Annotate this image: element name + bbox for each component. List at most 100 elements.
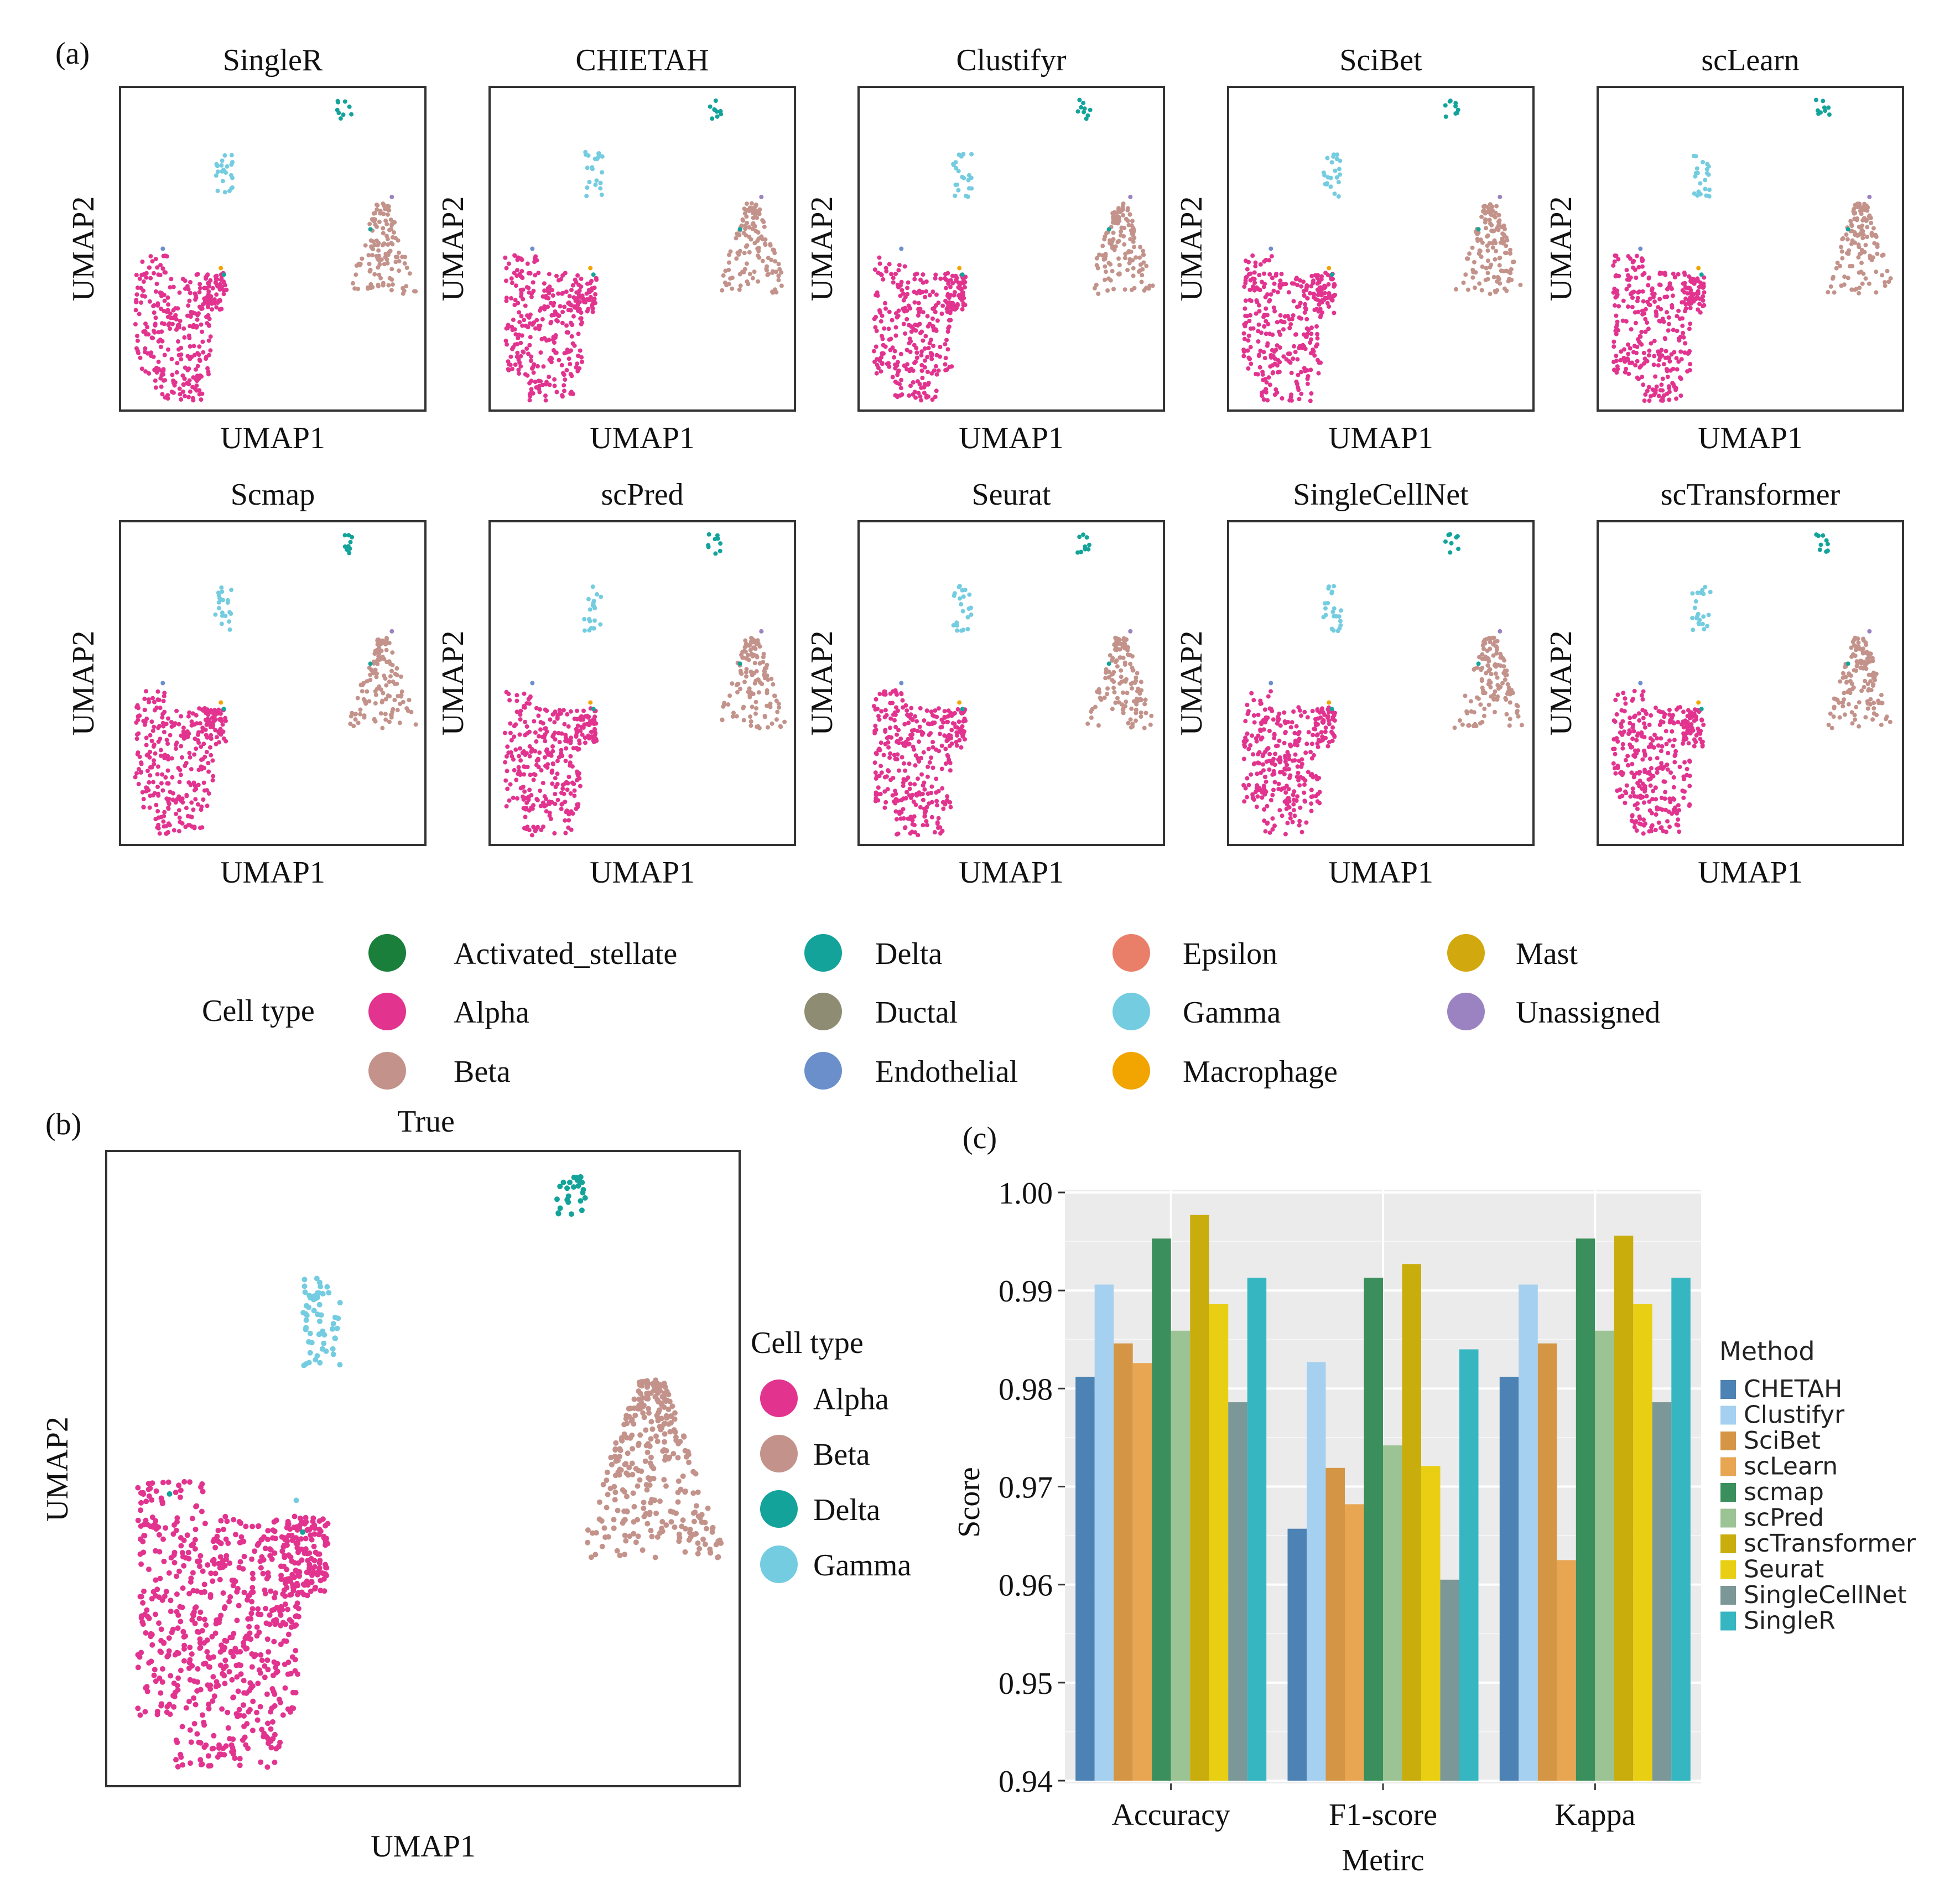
umap-point [1698,737,1703,741]
umap-point [891,276,896,281]
umap-point [1701,285,1706,290]
umap-point [886,768,890,773]
umap-point [566,818,571,823]
umap-point [1119,225,1124,230]
umap-point [549,288,554,293]
umap-point [158,376,163,381]
umap-point [216,606,221,610]
umap-point [1685,766,1689,771]
umap-point [1278,319,1283,324]
umap-point [961,627,966,632]
umap-point [403,255,408,260]
umap-point [1241,331,1246,336]
umap-point [1111,237,1116,242]
umap-point [1464,256,1469,261]
umap-point [1103,264,1108,269]
umap-point [1282,710,1287,715]
umap-point [154,282,159,286]
umap-point [1630,737,1635,741]
umap-point [1329,590,1334,595]
umap-point [769,676,774,681]
umap-point [192,352,197,357]
umap-point [896,798,901,803]
umap-point [1854,663,1859,668]
umap-point [390,650,395,655]
umap-point [754,669,759,674]
umap-point [188,356,193,361]
umap-point [1297,823,1302,828]
umap-point [600,170,605,175]
umap-point [922,391,927,395]
umap-point [1295,743,1300,748]
umap-point [537,326,542,331]
panel-a-label: (a) [55,37,90,71]
umap-point [1663,790,1668,795]
umap-point [1491,274,1496,279]
umap-point [943,272,948,277]
umap-point [908,349,913,354]
umap-point [534,797,539,802]
umap-point [148,793,153,798]
umap-point [1514,703,1519,708]
umap-point [145,351,150,356]
umap-point [1117,209,1122,214]
umap-point [1253,264,1258,269]
umap-point [157,698,162,703]
umap-point [1302,293,1307,298]
umap-point [197,282,202,287]
umap-point [1484,226,1488,231]
umap-point [1681,330,1686,335]
umap-point [1082,110,1086,115]
umap-point [210,725,215,729]
umap-point [1295,794,1300,799]
umap-point [752,661,757,666]
umap-point [1275,290,1280,295]
umap-point [388,674,393,679]
umap-point [1844,232,1849,237]
umap-point [1839,283,1844,288]
umap-point [155,265,160,270]
umap-point [1640,697,1645,702]
umap-point [154,802,159,807]
umap-point [206,791,211,796]
umap-point [900,288,904,293]
umap-point [1647,799,1652,804]
umap-point [565,348,570,352]
umap-point [179,352,184,357]
umap-point [1857,245,1862,250]
umap-point [529,746,534,751]
umap-point [545,762,550,767]
umap-point [1329,729,1334,734]
legend-a-item: Beta [454,1055,511,1089]
umap-point [1658,388,1663,393]
umap-point [1327,740,1332,745]
umap-point [1315,336,1320,341]
umap-point [895,732,900,737]
umap-point [1849,241,1854,246]
umap-point [1635,801,1640,806]
umap-point [568,763,573,768]
umap-point [1634,253,1639,258]
umap-point [917,790,922,795]
umap-point [1132,699,1136,704]
umap-point [1696,189,1701,194]
umap-point [1845,227,1850,232]
umap-point [1860,205,1865,210]
umap-point [147,371,152,376]
umap-point [579,321,584,326]
umap-point [389,288,394,293]
umap-point [1672,760,1677,765]
umap-point [1871,226,1876,231]
umap-point [164,738,169,743]
umap-point [1695,193,1700,198]
umap-point [167,797,171,801]
umap-point [1278,758,1283,763]
umap-point [1463,272,1468,277]
umap-point [927,801,932,806]
umap-point [1309,284,1314,289]
umap-point [1495,639,1500,644]
umap-point [375,661,380,666]
umap-point [512,734,517,739]
umap-point [1309,741,1314,746]
umap-point [1687,274,1692,279]
